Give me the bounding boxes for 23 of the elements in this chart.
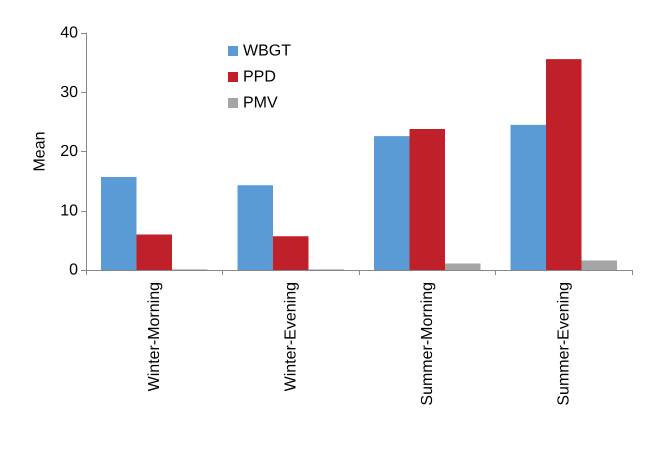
bar	[581, 260, 617, 270]
x-tick-label: Winter-Morning	[146, 282, 163, 392]
bar	[410, 128, 445, 270]
x-tick-label: Winter-Evening	[282, 282, 300, 392]
legend-label: PMV	[243, 94, 278, 112]
bar	[238, 185, 274, 270]
bar	[546, 59, 582, 270]
y-axis-title: Mean	[32, 131, 48, 172]
x-tick-label: Summer-Evening	[555, 282, 572, 406]
x-tick-label: Summer-Morning	[418, 282, 436, 406]
bar	[374, 136, 410, 270]
legend-label: PPD	[243, 68, 276, 86]
bar	[136, 234, 172, 270]
y-tick-label: 20	[60, 143, 78, 160]
bar	[510, 124, 546, 270]
legend-label: WBGT	[243, 42, 292, 60]
y-tick-label: 0	[69, 262, 78, 278]
y-tick-label: 30	[60, 84, 78, 101]
y-tick-label: 40	[60, 24, 78, 42]
bar	[101, 176, 137, 270]
bar	[273, 236, 308, 270]
y-tick-label: 10	[60, 202, 78, 220]
bar	[444, 263, 480, 270]
